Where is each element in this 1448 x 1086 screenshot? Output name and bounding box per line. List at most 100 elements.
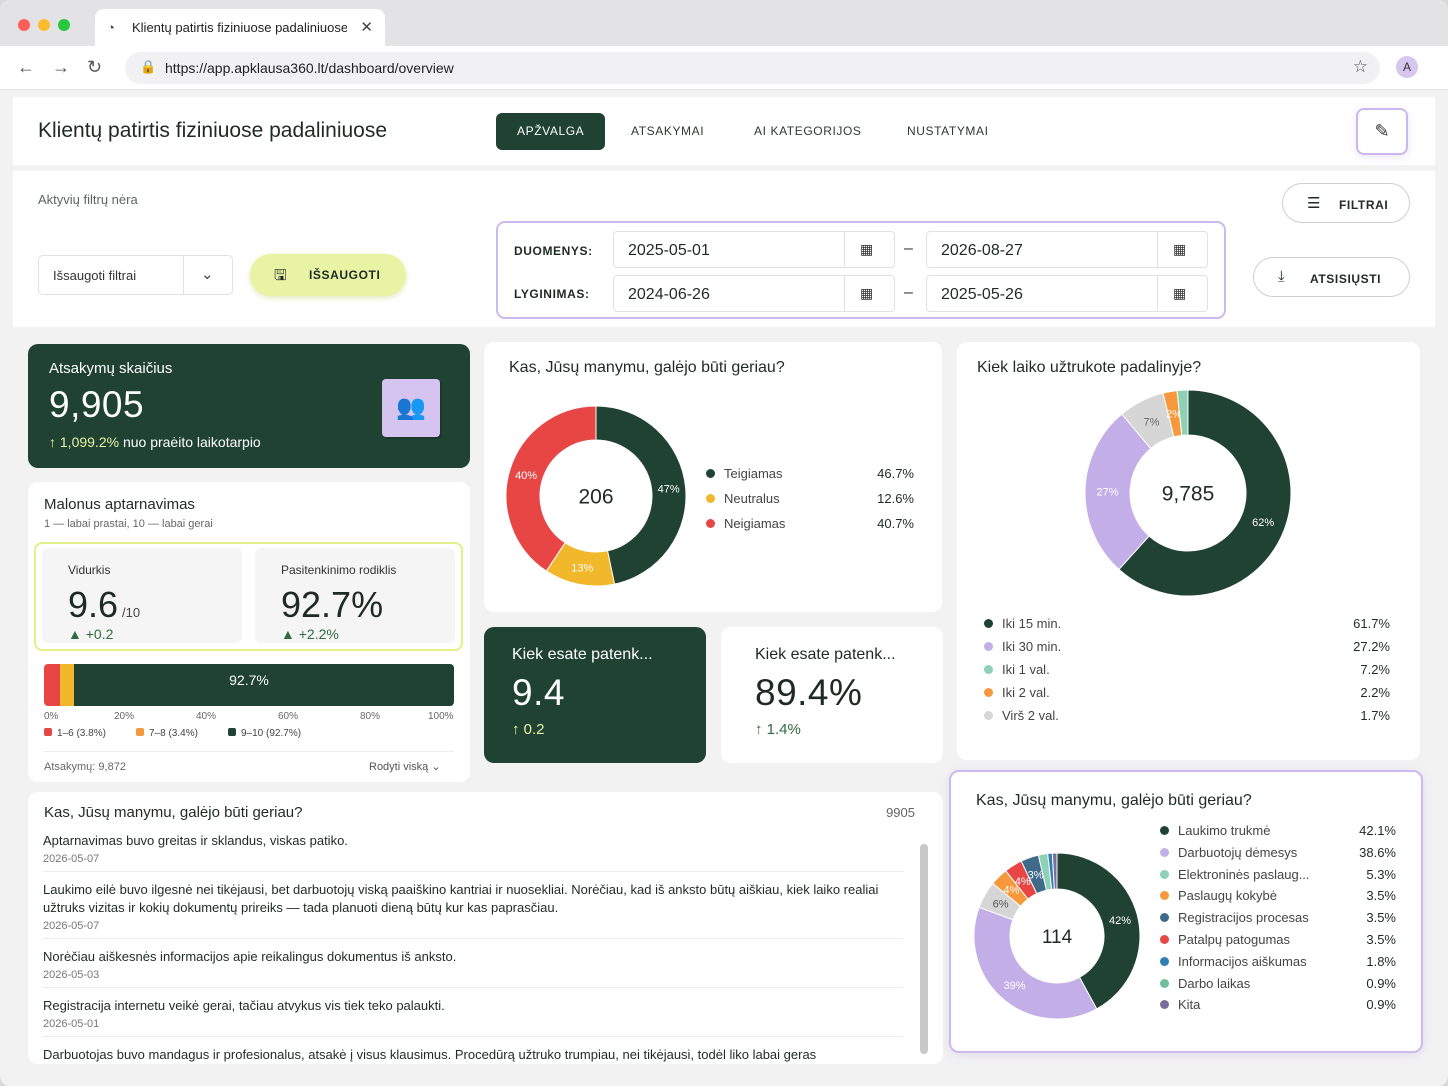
users-icon: 👥 bbox=[382, 379, 440, 437]
bar-legend: 1–6 (3.8%) 7–8 (3.4%) 9–10 (92.7%) bbox=[44, 728, 454, 742]
response-text: Aptarnavimas buvo greitas ir sklandus, v… bbox=[43, 833, 348, 848]
calendar-icon[interactable]: ▦ bbox=[1173, 241, 1187, 257]
legend-item[interactable]: Teigiamas bbox=[706, 466, 783, 481]
close-tab-icon[interactable]: ✕ bbox=[360, 19, 373, 36]
slice-label: 39% bbox=[1003, 980, 1025, 992]
compare-from-input[interactable]: 2024-06-26 ▦ bbox=[613, 275, 895, 312]
legend-item[interactable]: Virš 2 val. bbox=[984, 708, 1059, 723]
tab-responses[interactable]: ATSAKYMAI bbox=[631, 124, 705, 138]
legend-dot bbox=[1160, 826, 1169, 835]
donut-slice[interactable] bbox=[595, 406, 686, 585]
legend-label: Iki 1 val. bbox=[1002, 662, 1050, 677]
data-to-input[interactable]: 2026-08-27 ▦ bbox=[926, 231, 1208, 268]
legend-dot bbox=[984, 642, 993, 651]
legend-dot bbox=[706, 494, 715, 503]
bar-segment[interactable] bbox=[59, 664, 74, 706]
legend-label: Iki 2 val. bbox=[1002, 685, 1050, 700]
legend-item[interactable]: Darbo laikas bbox=[1160, 976, 1250, 991]
legend-label: Neigiamas bbox=[724, 516, 786, 531]
show-all-link[interactable]: Rodyti viską ⌄ bbox=[369, 760, 441, 773]
calendar-icon[interactable]: ▦ bbox=[860, 241, 874, 257]
forward-arrow-icon[interactable]: → bbox=[52, 57, 70, 77]
legend-item[interactable]: Neigiamas bbox=[706, 516, 785, 531]
range-dash: – bbox=[904, 284, 913, 301]
donut-slice[interactable] bbox=[1176, 390, 1189, 436]
donut-slice[interactable] bbox=[1118, 390, 1291, 596]
saved-filters-select[interactable]: Išsaugoti filtrai ⌄ bbox=[38, 255, 233, 295]
legend-item[interactable]: Darbuotojų dėmesys bbox=[1160, 845, 1297, 860]
calendar-icon[interactable]: ▦ bbox=[860, 285, 874, 301]
compare-to-input[interactable]: 2025-05-26 ▦ bbox=[926, 275, 1208, 312]
address-bar[interactable]: 🔒 https://app.apklausa360.lt/dashboard/o… bbox=[125, 52, 1380, 84]
donut-slice[interactable] bbox=[1051, 853, 1058, 890]
legend-item[interactable]: Informacijos aiškumas bbox=[1160, 954, 1307, 969]
save-filters-label: IŠSAUGOTI bbox=[309, 268, 381, 282]
data-from-input[interactable]: 2025-05-01 ▦ bbox=[613, 231, 895, 268]
download-button[interactable]: ⤓ ATSISIŲSTI bbox=[1253, 257, 1410, 297]
avg-unit: /10 bbox=[122, 605, 141, 620]
legend-dot bbox=[1160, 978, 1169, 988]
download-button-label: ATSISIŲSTI bbox=[1310, 272, 1382, 286]
kpi-label: Pasitenkinimo rodiklis bbox=[281, 563, 397, 577]
donut-slice[interactable] bbox=[974, 906, 1098, 1019]
legend-item[interactable]: Laukimo trukmė bbox=[1160, 823, 1270, 838]
bookmark-star-icon[interactable]: ☆ bbox=[1352, 57, 1368, 76]
data-range-label: DUOMENYS: bbox=[514, 244, 593, 258]
delta-value: ↑ 1,099.2% bbox=[49, 434, 120, 450]
scrollbar-thumb[interactable] bbox=[920, 844, 928, 1054]
legend-item[interactable]: Neutralus bbox=[706, 491, 780, 506]
back-arrow-icon[interactable]: ← bbox=[17, 57, 35, 77]
legend-item[interactable]: Elektroninės paslaug... bbox=[1160, 867, 1310, 882]
legend-value: 7.2% bbox=[1360, 662, 1390, 677]
legend-label: Darbo laikas bbox=[1178, 975, 1251, 991]
legend-dot bbox=[984, 665, 993, 674]
profile-avatar[interactable]: A bbox=[1396, 56, 1418, 78]
legend-item[interactable]: Registracijos procesas bbox=[1160, 910, 1309, 925]
legend-value: 3.5% bbox=[1366, 932, 1396, 947]
chevron-down-icon[interactable]: ⌄ bbox=[201, 266, 214, 283]
legend-value: 5.3% bbox=[1366, 866, 1396, 882]
responses-count-value: 9,905 bbox=[49, 384, 145, 425]
legend-dot bbox=[984, 688, 993, 697]
tab-settings[interactable]: NUSTATYMAI bbox=[907, 124, 989, 138]
legend-value: 3.5% bbox=[1366, 888, 1396, 904]
donut-slice[interactable] bbox=[1085, 413, 1152, 571]
donut-slice[interactable] bbox=[506, 406, 597, 572]
legend-item[interactable]: Iki 15 min. bbox=[984, 616, 1061, 631]
legend-item[interactable]: Iki 2 val. bbox=[984, 685, 1050, 700]
download-icon: ⤓ bbox=[1278, 268, 1285, 285]
time-donut-chart: 62% 27% 7% 2% 9,785 bbox=[1085, 390, 1291, 596]
responses-list[interactable]: Aptarnavimas buvo greitas ir sklandus, v… bbox=[28, 792, 928, 1064]
legend-label: Patalpų patogumas bbox=[1178, 932, 1291, 947]
save-filters-button[interactable]: 🖫 IŠSAUGOTI bbox=[250, 254, 406, 296]
legend-item[interactable]: Paslaugų kokybė bbox=[1160, 888, 1277, 903]
legend-value: 42.1% bbox=[1359, 823, 1396, 838]
bar-segment[interactable] bbox=[44, 664, 60, 706]
donut-slice[interactable] bbox=[1056, 853, 1140, 1010]
legend-item[interactable]: Kita bbox=[1160, 997, 1200, 1012]
calendar-icon[interactable]: ▦ bbox=[1173, 285, 1187, 301]
list-item[interactable]: Darbuotojas buvo mandagus ir profesional… bbox=[43, 1046, 903, 1064]
filters-button[interactable]: ☰ FILTRAI bbox=[1282, 183, 1410, 223]
bar-legend-item: 9–10 (92.7%) bbox=[228, 728, 301, 739]
list-item[interactable]: Registracija internetu veikė gerai, tači… bbox=[43, 997, 903, 1037]
sliders-icon: ☰ bbox=[1307, 195, 1321, 212]
browser-tab[interactable]: ◔ Klientų patirtis fiziniuose padaliniuo… bbox=[95, 9, 385, 46]
reload-icon[interactable]: ↻ bbox=[87, 57, 103, 77]
legend-item[interactable]: Iki 30 min. bbox=[984, 639, 1061, 654]
legend-item[interactable]: Patalpų patogumas bbox=[1160, 932, 1290, 947]
list-item[interactable]: Laukimo eilė buvo ilgesnė nei tikėjausi,… bbox=[43, 881, 903, 939]
tab-overview[interactable]: APŽVALGA bbox=[496, 113, 606, 150]
scrollbar[interactable] bbox=[920, 832, 928, 1060]
tab-ai-categories[interactable]: AI KATEGORIJOS bbox=[754, 124, 862, 138]
maximize-window-dot[interactable] bbox=[58, 19, 70, 31]
edit-button[interactable]: ✎ bbox=[1356, 108, 1408, 155]
legend-item[interactable]: Iki 1 val. bbox=[984, 662, 1050, 677]
list-item[interactable]: Aptarnavimas buvo greitas ir sklandus, v… bbox=[43, 832, 903, 872]
close-window-dot[interactable] bbox=[18, 19, 30, 31]
compare-from-value: 2024-06-26 bbox=[628, 286, 710, 303]
list-item[interactable]: Norėčiau aiškesnės informacijos apie rei… bbox=[43, 948, 903, 988]
slice-label: 7% bbox=[1144, 416, 1160, 428]
bar-segment[interactable] bbox=[73, 664, 454, 706]
minimize-window-dot[interactable] bbox=[38, 19, 50, 31]
